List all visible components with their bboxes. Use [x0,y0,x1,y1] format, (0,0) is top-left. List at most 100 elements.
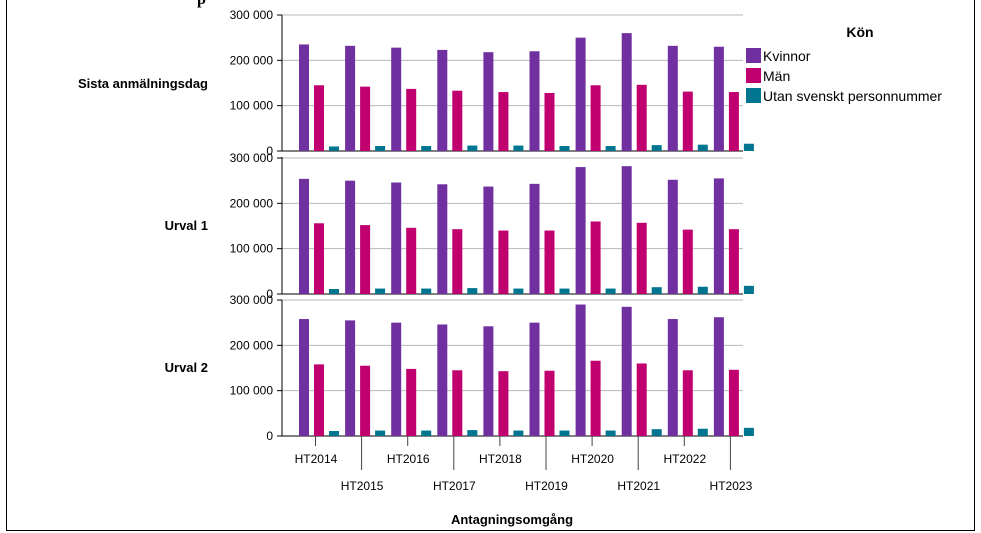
bar [575,304,586,436]
bar [743,143,754,151]
bar [544,370,555,436]
bar [467,145,478,151]
bar [529,51,540,152]
bar [636,84,647,151]
bar [299,319,309,436]
bar [406,368,417,436]
bar [360,365,371,436]
bar [713,178,724,294]
bar [314,85,324,151]
bar [590,360,601,436]
bar [590,85,601,151]
bar [575,37,586,151]
bar [682,370,693,436]
bar [375,288,386,294]
bar [329,431,339,436]
y-tick-label: 200 000 [230,196,274,210]
bar [682,229,693,294]
y-tick-label: 200 000 [230,53,274,67]
x-tick-label: HT2017 [433,479,476,493]
bar [421,146,432,151]
y-tick-label: 300 000 [230,293,274,307]
bar [544,92,555,151]
bar [360,225,371,294]
bar [437,324,448,436]
bar [575,167,586,294]
bar [421,430,432,436]
bar [743,285,754,294]
bar [345,45,356,151]
x-tick-label: HT2016 [387,452,430,466]
panel-label: Sista anmälningsdag [78,76,208,91]
bar [483,52,494,151]
y-tick-label: 300 000 [230,151,274,165]
bar [713,46,724,151]
bar [513,288,524,294]
y-tick-label: 200 000 [230,338,274,352]
bar [329,289,339,294]
bar [544,230,555,294]
legend-entry: Män [763,68,790,84]
bar [498,92,509,151]
x-axis-title: Antagningsomgång [451,512,573,527]
legend-title: Kön [846,24,873,40]
bar [667,179,678,294]
bar [452,90,463,151]
bar [621,33,632,152]
bar [375,430,386,436]
bar [682,91,693,151]
bar [314,364,324,436]
bar [314,223,324,294]
bar [513,430,524,436]
legend-swatch [746,68,761,83]
bar [667,319,678,436]
y-tick-label: 0 [266,144,273,158]
bar [421,288,432,294]
bar [406,88,417,151]
x-tick-label: HT2019 [525,479,568,493]
bar [391,182,402,294]
bar [529,183,540,294]
bar [391,47,402,151]
bar [559,146,570,151]
bar [590,221,601,294]
bar [728,92,739,151]
panel-label: Urval 1 [165,218,208,233]
panel-label: Urval 2 [165,360,208,375]
bar [529,322,540,436]
bar [559,430,570,436]
bar [452,370,463,436]
bar [513,145,524,151]
bar [483,326,494,436]
bar [713,317,724,436]
bar [498,230,509,294]
bar [299,44,309,151]
bar [651,429,662,436]
clipped-title-fragment: p [197,0,206,9]
bar [728,369,739,436]
y-tick-label: 100 000 [230,99,274,113]
bar [391,322,402,436]
bar [375,146,386,151]
bar [329,146,339,151]
bar [498,371,509,436]
bar [437,49,448,152]
bar [452,229,463,294]
legend-swatch [746,48,761,63]
bar [467,430,478,436]
bar [651,145,662,151]
x-tick-label: HT2014 [295,452,338,466]
bar [299,178,309,294]
y-tick-label: 0 [266,287,273,301]
bar [467,288,478,294]
legend-swatch [746,88,761,103]
bar [697,144,708,151]
bar [621,166,632,294]
x-tick-label: HT2023 [710,479,753,493]
y-tick-label: 100 000 [230,242,274,256]
x-tick-label: HT2020 [571,452,614,466]
bar [345,180,356,294]
bar [667,45,678,151]
x-tick-label: HT2022 [663,452,706,466]
